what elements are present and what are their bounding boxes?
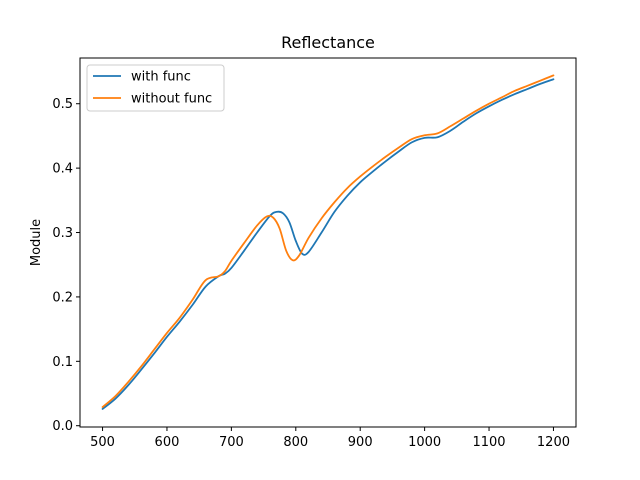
y-axis-label: Module xyxy=(29,219,44,266)
legend: with func without func xyxy=(86,64,225,112)
series-line-2 xyxy=(101,74,555,408)
y-tick-label: 0.5 xyxy=(52,97,73,112)
x-axis-ticks: 500 600 700 800 900 1000 1100 1200 xyxy=(90,427,570,450)
plot-frame xyxy=(79,57,577,428)
x-tick-label: 1200 xyxy=(537,435,570,450)
chart-title: Reflectance xyxy=(281,33,375,52)
y-tick-label: 0.4 xyxy=(52,162,73,177)
x-tick-label: 1000 xyxy=(408,435,441,450)
x-tick-label: 900 xyxy=(348,435,373,450)
x-tick-label: 1100 xyxy=(472,435,505,450)
x-tick-label: 600 xyxy=(155,435,180,450)
series-line-1 xyxy=(101,78,555,410)
x-tick-label: 700 xyxy=(219,435,244,450)
x-tick-label: 800 xyxy=(283,435,308,450)
y-axis-ticks: 0.0 0.1 0.2 0.3 0.4 0.5 xyxy=(52,97,80,434)
y-tick-label: 0.3 xyxy=(52,226,73,241)
legend-box xyxy=(86,64,225,112)
legend-label: with func xyxy=(131,70,191,85)
series-layer xyxy=(101,74,555,410)
y-tick-label: 0.0 xyxy=(52,419,73,434)
y-tick-label: 0.2 xyxy=(52,290,73,305)
y-tick-label: 0.1 xyxy=(52,355,73,370)
legend-label: without func xyxy=(131,92,212,107)
x-tick-label: 500 xyxy=(90,435,115,450)
